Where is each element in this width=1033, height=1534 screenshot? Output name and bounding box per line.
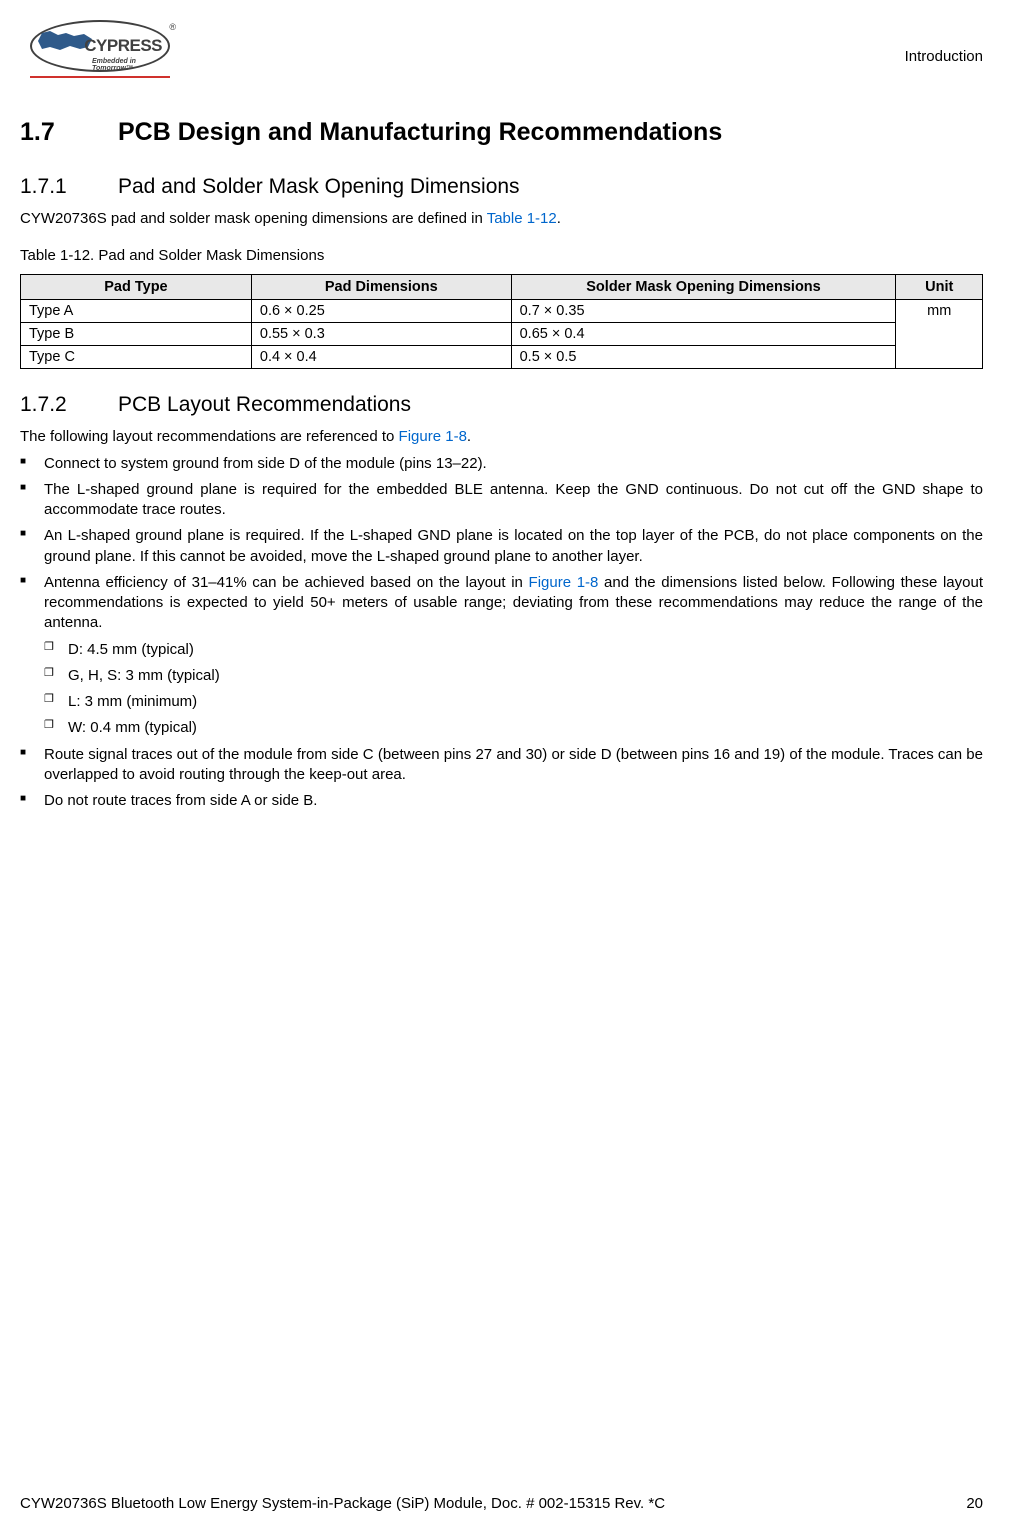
section-number: 1.7: [20, 118, 118, 147]
intro-text-post: .: [467, 428, 471, 445]
subsection-heading-171: 1.7.1 Pad and Solder Mask Opening Dimens…: [20, 175, 983, 199]
chapter-label: Introduction: [905, 20, 983, 65]
sublist-item: D: 4.5 mm (typical): [44, 640, 983, 660]
page-header: CYPRESS ® Embedded in Tomorrow™ Introduc…: [20, 20, 983, 78]
page-footer: CYW20736S Bluetooth Low Energy System-in…: [20, 1495, 983, 1512]
brand-logo: CYPRESS ® Embedded in Tomorrow™: [20, 20, 220, 78]
cell: Type A: [21, 300, 252, 323]
intro-paragraph-171: CYW20736S pad and solder mask opening di…: [20, 209, 983, 229]
col-header: Pad Type: [21, 275, 252, 300]
table-header-row: Pad Type Pad Dimensions Solder Mask Open…: [21, 275, 983, 300]
cell: 0.4 × 0.4: [251, 346, 511, 369]
intro-text-post: .: [557, 210, 561, 227]
sublist-item: G, H, S: 3 mm (typical): [44, 666, 983, 686]
logo-underline: [30, 76, 170, 78]
cell: 0.65 × 0.4: [511, 323, 896, 346]
list-item: Connect to system ground from side D of …: [20, 454, 983, 474]
subsection-title: Pad and Solder Mask Opening Dimensions: [118, 175, 520, 199]
subsection-heading-172: 1.7.2 PCB Layout Recommendations: [20, 393, 983, 417]
col-header: Pad Dimensions: [251, 275, 511, 300]
page-content: 1.7 PCB Design and Manufacturing Recomme…: [20, 118, 983, 811]
cell: 0.5 × 0.5: [511, 346, 896, 369]
section-heading-main: 1.7 PCB Design and Manufacturing Recomme…: [20, 118, 983, 147]
logo-brand-text: CYPRESS: [84, 36, 162, 56]
table-row: Type A 0.6 × 0.25 0.7 × 0.35 mm: [21, 300, 983, 323]
cell: Type C: [21, 346, 252, 369]
table-row: Type B 0.55 × 0.3 0.65 × 0.4: [21, 323, 983, 346]
table-row: Type C 0.4 × 0.4 0.5 × 0.5: [21, 346, 983, 369]
subsection-number: 1.7.2: [20, 393, 118, 417]
cell: 0.55 × 0.3: [251, 323, 511, 346]
dimensions-sublist: D: 4.5 mm (typical) G, H, S: 3 mm (typic…: [44, 640, 983, 739]
sublist-item: W: 0.4 mm (typical): [44, 718, 983, 738]
intro-paragraph-172: The following layout recommendations are…: [20, 427, 983, 447]
list-item-text-pre: Antenna efficiency of 31–41% can be achi…: [44, 574, 529, 591]
unit-cell: mm: [896, 300, 983, 369]
table-caption: Table 1-12. Pad and Solder Mask Dimensio…: [20, 247, 983, 264]
col-header: Unit: [896, 275, 983, 300]
logo-registered-icon: ®: [169, 22, 176, 32]
logo-tagline: Embedded in Tomorrow™: [92, 58, 168, 72]
footer-page-number: 20: [966, 1495, 983, 1512]
footer-doc-id: CYW20736S Bluetooth Low Energy System-in…: [20, 1495, 665, 1512]
list-item: An L-shaped ground plane is required. If…: [20, 526, 983, 567]
sublist-item: L: 3 mm (minimum): [44, 692, 983, 712]
col-header: Solder Mask Opening Dimensions: [511, 275, 896, 300]
intro-text-pre: CYW20736S pad and solder mask opening di…: [20, 210, 487, 227]
cell: 0.6 × 0.25: [251, 300, 511, 323]
list-item: Antenna efficiency of 31–41% can be achi…: [20, 573, 983, 739]
recommendations-list: Connect to system ground from side D of …: [20, 454, 983, 812]
table-ref-link[interactable]: Table 1-12: [487, 210, 557, 227]
pad-dimensions-table: Pad Type Pad Dimensions Solder Mask Open…: [20, 274, 983, 369]
figure-ref-link[interactable]: Figure 1-8: [399, 428, 467, 445]
intro-text-pre: The following layout recommendations are…: [20, 428, 399, 445]
subsection-title: PCB Layout Recommendations: [118, 393, 411, 417]
figure-ref-link[interactable]: Figure 1-8: [529, 574, 599, 591]
cell: 0.7 × 0.35: [511, 300, 896, 323]
list-item: Do not route traces from side A or side …: [20, 791, 983, 811]
subsection-number: 1.7.1: [20, 175, 118, 199]
list-item: Route signal traces out of the module fr…: [20, 745, 983, 786]
cell: Type B: [21, 323, 252, 346]
list-item: The L-shaped ground plane is required fo…: [20, 480, 983, 521]
section-title: PCB Design and Manufacturing Recommendat…: [118, 118, 722, 147]
